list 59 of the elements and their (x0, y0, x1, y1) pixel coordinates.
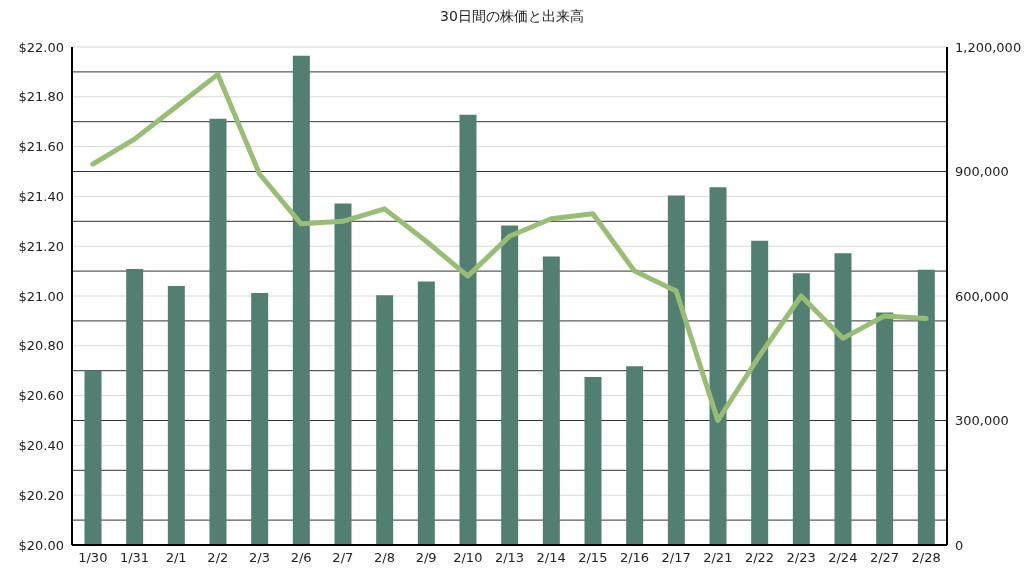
x-tick-label: 1/30 (78, 550, 108, 566)
x-tick-label: 2/1 (165, 550, 187, 566)
y-tick-label: $21.80 (18, 89, 64, 105)
y-tick-label: $21.40 (18, 189, 64, 205)
x-tick-label: 2/3 (249, 550, 270, 566)
x-tick-label: 2/27 (869, 550, 900, 566)
x-tick-label: 2/22 (744, 550, 775, 566)
bar (542, 256, 560, 545)
bar (876, 312, 894, 545)
y-tick-label: $21.20 (18, 238, 64, 254)
y-tick-label: $20.40 (18, 438, 64, 454)
y2-tick-label: 0 (955, 537, 964, 553)
x-tick-label: 2/9 (415, 550, 437, 566)
bar (126, 269, 144, 545)
x-tick-label: 2/13 (494, 550, 525, 566)
bar (917, 269, 935, 545)
bar (709, 187, 727, 545)
y-tick-label: $21.00 (18, 288, 64, 304)
bar (292, 55, 310, 545)
bar (167, 286, 185, 545)
x-tick-label: 2/23 (786, 550, 816, 566)
y-tick-label: $21.60 (18, 139, 64, 155)
bar (84, 370, 102, 545)
bar (667, 195, 685, 545)
x-tick-label: 2/6 (290, 550, 312, 566)
y-tick-label: $20.00 (18, 537, 64, 553)
bar (417, 281, 435, 545)
y2-tick-label: 600,000 (955, 288, 1009, 304)
x-tick-label: 2/24 (828, 550, 858, 566)
y-tick-label: $20.60 (18, 388, 64, 404)
x-tick-label: 2/14 (536, 550, 566, 566)
bar (626, 366, 644, 545)
bar (459, 114, 477, 545)
bar (834, 253, 852, 545)
bar (584, 376, 602, 545)
x-tick-label: 2/8 (374, 550, 395, 566)
bar (251, 293, 269, 545)
x-tick-label: 2/15 (578, 550, 608, 566)
y2-tick-label: 1,200,000 (955, 39, 1022, 55)
bar (334, 203, 352, 545)
x-tick-label: 2/2 (207, 550, 229, 566)
bar (792, 273, 810, 545)
y-tick-label: $20.20 (18, 487, 64, 503)
bar (209, 118, 227, 545)
x-tick-label: 2/10 (453, 550, 483, 566)
y2-tick-label: 300,000 (955, 413, 1009, 429)
chart-title: 30日間の株価と出来高 (439, 8, 585, 26)
x-tick-label: 2/28 (911, 550, 941, 566)
y2-tick-label: 900,000 (955, 164, 1009, 180)
bar (751, 240, 769, 545)
y-tick-label: $22.00 (18, 39, 64, 55)
x-tick-label: 2/16 (619, 550, 650, 566)
bar (376, 295, 394, 545)
x-tick-label: 1/31 (119, 550, 150, 566)
x-tick-label: 2/21 (703, 550, 733, 566)
y-tick-label: $20.80 (18, 338, 64, 354)
bar (501, 225, 519, 545)
x-tick-label: 2/7 (332, 550, 354, 566)
x-tick-label: 2/17 (661, 550, 691, 566)
